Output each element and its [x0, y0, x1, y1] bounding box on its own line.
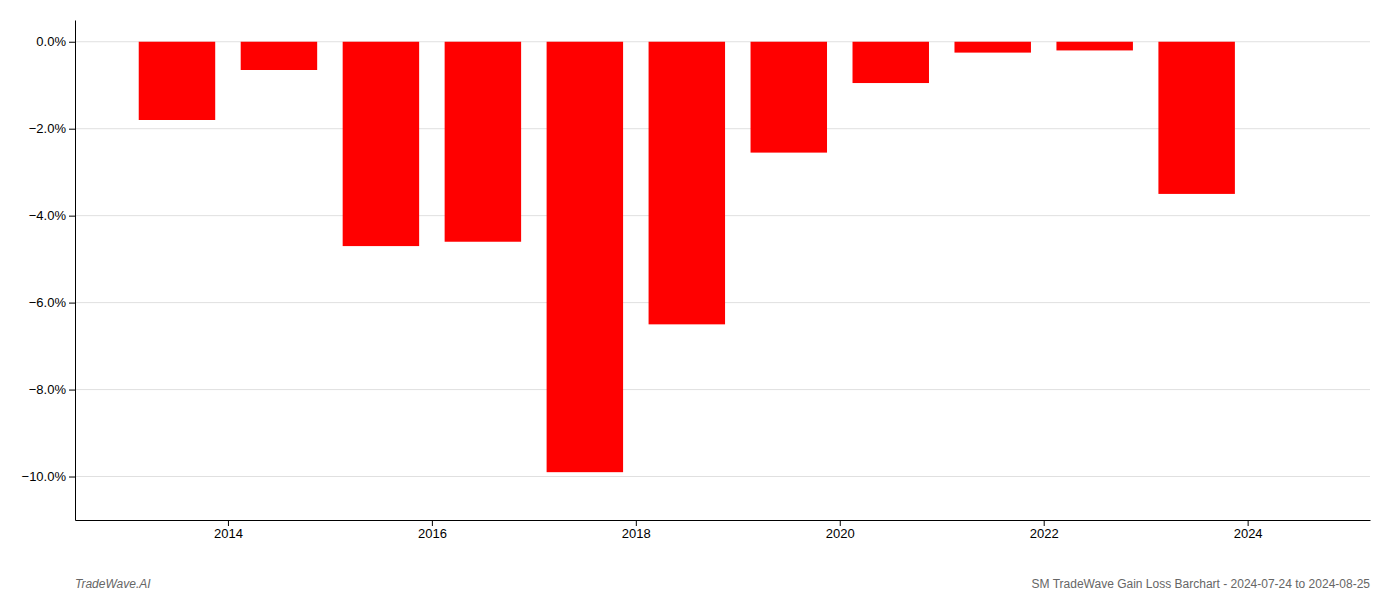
bar [139, 42, 215, 120]
x-tick-label: 2016 [418, 526, 447, 541]
bar [1158, 42, 1234, 194]
bar [954, 42, 1030, 53]
y-tick-label: −10.0% [22, 469, 67, 484]
x-tick-label: 2020 [826, 526, 855, 541]
y-tick-label: −2.0% [29, 121, 67, 136]
y-axis-line [75, 21, 76, 521]
x-axis-line [76, 520, 1371, 521]
x-tick: 2016 [418, 520, 447, 541]
y-tick: −4.0% [29, 208, 75, 223]
bar [445, 42, 521, 242]
bar [649, 42, 725, 325]
bar [751, 42, 827, 153]
x-tick-label: 2018 [622, 526, 651, 541]
bar [1056, 42, 1132, 51]
x-tick: 2018 [622, 520, 651, 541]
bars [139, 42, 1235, 472]
y-tick: −6.0% [29, 295, 75, 310]
y-tick-mark [69, 42, 75, 43]
bar [241, 42, 317, 70]
y-tick-mark [69, 390, 75, 391]
x-tick-label: 2024 [1234, 526, 1263, 541]
y-tick-mark [69, 129, 75, 130]
y-tick: −2.0% [29, 121, 75, 136]
y-axis: 0.0% −2.0% −4.0% −6.0% −8.0% −10.0% [22, 21, 76, 521]
x-tick: 2014 [214, 520, 243, 541]
plot: 0.0%−2.0%−4.0%−6.0%−8.0%−10.0%2014201620… [22, 21, 1371, 542]
y-tick-label: 0.0% [36, 34, 66, 49]
grid [75, 42, 1370, 477]
bar [853, 42, 929, 83]
bar [343, 42, 419, 246]
y-tick-label: −8.0% [29, 382, 67, 397]
x-tick-mark [432, 520, 433, 526]
x-tick-mark [228, 520, 229, 526]
annotation: SM TradeWave Gain Loss Barchart - 2024-0… [1032, 577, 1371, 591]
x-axis: 2014 2016 2018 2020 2022 2024 [76, 520, 1371, 541]
annotation: TradeWave.AI [75, 577, 151, 591]
x-tick-label: 2014 [214, 526, 243, 541]
x-tick-mark [636, 520, 637, 526]
x-tick: 2022 [1030, 520, 1059, 541]
y-tick-label: −6.0% [29, 295, 67, 310]
chart: 0.0%−2.0%−4.0%−6.0%−8.0%−10.0%2014201620… [0, 0, 1400, 600]
grid-line [75, 389, 1370, 390]
x-tick: 2024 [1234, 520, 1263, 541]
x-tick-mark [840, 520, 841, 526]
y-tick: −10.0% [22, 469, 75, 484]
grid-line [75, 476, 1370, 477]
x-tick-label: 2022 [1030, 526, 1059, 541]
x-tick-mark [1248, 520, 1249, 526]
bar [547, 42, 623, 472]
y-tick: 0.0% [36, 34, 75, 49]
y-tick-mark [69, 216, 75, 217]
y-tick: −8.0% [29, 382, 75, 397]
y-tick-label: −4.0% [29, 208, 67, 223]
y-tick-mark [69, 303, 75, 304]
y-tick-mark [69, 477, 75, 478]
x-tick: 2020 [826, 520, 855, 541]
x-tick-mark [1044, 520, 1045, 526]
